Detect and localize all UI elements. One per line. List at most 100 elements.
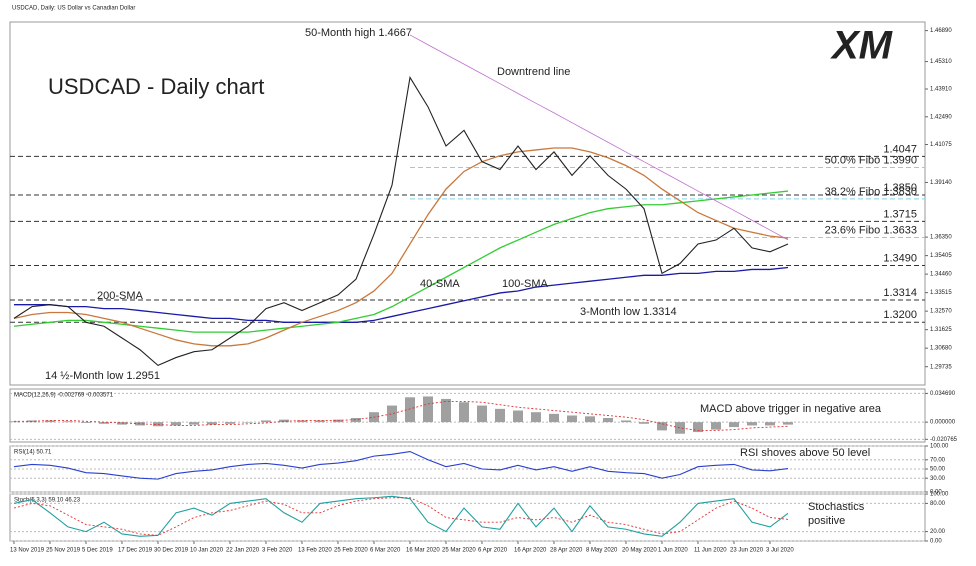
histogram-bar (315, 420, 325, 423)
y-tick-label: 1.30680 (930, 346, 952, 352)
y-tick-label: 0.034690 (930, 391, 956, 397)
histogram-bar (459, 402, 469, 423)
level-label: 23.6% Fibo 1.3633 (825, 224, 917, 236)
histogram-bar (297, 420, 307, 423)
histogram-bar (549, 413, 559, 423)
series-label: 40-SMA (420, 278, 460, 290)
x-tick-label: 13 Nov 2019 (10, 548, 45, 554)
histogram-bar (603, 417, 613, 423)
histogram-bar (657, 422, 667, 431)
histogram-bar (45, 420, 55, 423)
histogram-bar (207, 422, 217, 425)
series-line (14, 266, 789, 323)
x-tick-label: 11 Jun 2020 (694, 548, 727, 554)
y-tick-label: 0.000000 (930, 420, 956, 426)
x-tick-label: 16 Mar 2020 (406, 548, 440, 554)
y-tick-label: 1.45310 (930, 59, 952, 65)
series-line (409, 34, 789, 241)
histogram-bar (261, 420, 271, 423)
level-label: 1.3490 (883, 252, 917, 264)
histogram-bar (171, 422, 181, 426)
x-tick-label: 25 Mar 2020 (442, 548, 476, 554)
x-tick-label: 16 Apr 2020 (514, 548, 547, 554)
y-tick-label: 1.31625 (930, 327, 952, 333)
y-tick-label: 70.00 (930, 457, 946, 463)
y-tick-label: -0.020765 (930, 437, 958, 443)
y-tick-label: 1.46890 (930, 28, 952, 34)
price-line (13, 450, 789, 480)
y-tick-label: 1.32570 (930, 309, 952, 315)
logo: XM (830, 24, 894, 68)
chart-title: USDCAD - Daily chart (48, 74, 264, 99)
histogram-bar (711, 422, 721, 430)
y-tick-label: 1.34460 (930, 272, 952, 278)
price-line (13, 75, 789, 367)
y-tick-label: 1.36350 (930, 235, 952, 241)
signal-line (13, 497, 789, 536)
histogram-bar (729, 422, 739, 428)
price-line (13, 495, 789, 537)
histogram-bar (99, 422, 109, 424)
histogram-bar (351, 417, 361, 423)
histogram-bar (639, 422, 649, 424)
annotation: 14 ½-Month low 1.2951 (45, 370, 160, 382)
level-label: 1.3314 (883, 287, 917, 299)
annotation: MACD above trigger in negative area (700, 403, 882, 415)
histogram-bar (621, 420, 631, 423)
annotation: 50-Month high 1.4667 (305, 27, 412, 39)
x-tick-label: 23 Jun 2020 (730, 548, 764, 554)
x-tick-label: 8 May 2020 (586, 548, 618, 554)
x-tick-label: 3 Feb 2020 (262, 548, 293, 554)
histogram-bar (675, 422, 685, 434)
histogram-bar (279, 419, 289, 423)
y-tick-label: 1.33515 (930, 290, 952, 296)
x-tick-label: 20 May 2020 (622, 548, 657, 554)
annotation: positive (808, 515, 845, 527)
annotation: 3-Month low 1.3314 (580, 306, 677, 318)
y-tick-label: 100.00 (930, 444, 949, 450)
panel-title: Stoch(5,3,3) 59.10 46.23 (14, 498, 81, 504)
x-tick-label: 5 Dec 2019 (82, 548, 113, 554)
histogram-bar (405, 397, 415, 423)
y-tick-label: 20.00 (930, 529, 946, 535)
histogram-bar (531, 412, 541, 423)
series-line (13, 190, 789, 333)
series-label: Downtrend line (497, 66, 570, 78)
histogram-bar (693, 422, 703, 433)
histogram-bar (495, 408, 505, 423)
level-label: 1.3850 (883, 182, 917, 194)
stoch-frame (9, 493, 926, 542)
x-tick-label: 6 Apr 2020 (478, 548, 508, 554)
series-label: 100-SMA (502, 278, 549, 290)
x-tick-label: 10 Jan 2020 (190, 548, 224, 554)
series-label: 200-SMA (97, 290, 144, 302)
x-tick-label: 6 Mar 2020 (370, 548, 401, 554)
level-label: 38.2% Fibo 1.3830 (825, 186, 917, 198)
signal-line (14, 400, 789, 431)
histogram-bar (441, 398, 451, 423)
y-tick-label: 1.43910 (930, 87, 952, 93)
level-label: 1.4047 (883, 143, 917, 155)
level-label: 50.0% Fibo 1.3990 (825, 154, 917, 166)
macd-frame (9, 388, 926, 443)
y-tick-label: 0.00 (930, 539, 942, 545)
x-tick-label: 3 Jul 2020 (766, 548, 794, 554)
y-tick-label: 0.00 (930, 490, 942, 496)
histogram-bar (225, 422, 235, 424)
y-tick-label: 1.39140 (930, 180, 952, 186)
annotation: Stochastics (808, 501, 865, 513)
panel-title: RSI(14) 50.71 (14, 450, 52, 456)
y-tick-label: 80.00 (930, 501, 946, 507)
x-tick-label: 25 Nov 2019 (46, 548, 81, 554)
chart-subtitle: USDCAD, Daily: US Dollar vs Canadian Dol… (12, 6, 135, 12)
histogram-bar (477, 405, 487, 423)
x-tick-label: 17 Dec 2019 (118, 548, 153, 554)
level-label: 1.3200 (883, 309, 917, 321)
histogram-bar (243, 422, 253, 423)
histogram-bar (63, 421, 73, 423)
histogram-bar (783, 422, 793, 425)
series-line (13, 147, 789, 347)
x-tick-label: 28 Apr 2020 (550, 548, 583, 554)
histogram-bar (81, 422, 91, 423)
x-tick-label: 13 Feb 2020 (298, 548, 332, 554)
